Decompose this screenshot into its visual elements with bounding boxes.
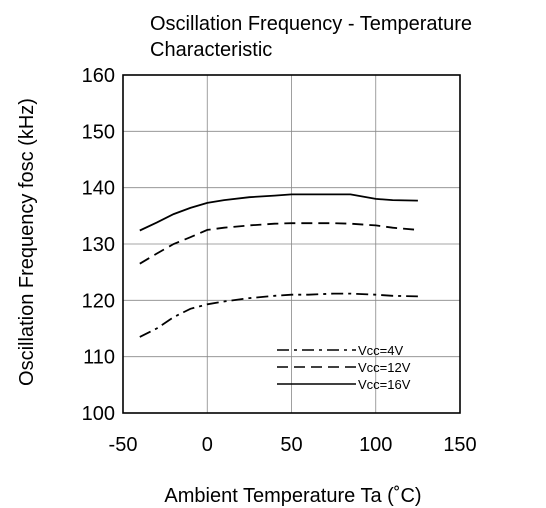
chart-title-line-1: Oscillation Frequency - Temperature (150, 13, 472, 35)
x-tick-label: 100 (359, 434, 392, 456)
y-tick-label: 120 (82, 290, 115, 312)
x-axis-label: Ambient Temperature Ta (˚C) (164, 485, 421, 507)
legend-label-1: Vcc=4V (358, 343, 403, 358)
legend-label-3: Vcc=16V (358, 377, 411, 392)
series-lines (139, 193, 418, 338)
legend-label-2: Vcc=12V (358, 360, 411, 375)
x-tick-labels: -50 0 50 100 150 (109, 434, 477, 456)
series-line-1 (139, 292, 418, 338)
y-tick-label: 110 (83, 347, 115, 369)
grid (123, 75, 460, 413)
legend: Vcc=4V Vcc=12V Vcc=16V (277, 343, 411, 392)
x-tick-label: -50 (109, 434, 138, 456)
x-tick-label: 0 (202, 434, 213, 456)
chart-title-line-2: Characteristic (150, 39, 272, 61)
x-tick-label: 50 (280, 434, 302, 456)
series-line-2 (139, 222, 418, 265)
series-line-3 (139, 193, 418, 232)
plot-frame (122, 74, 461, 414)
y-tick-label: 150 (82, 121, 115, 143)
x-tick-label: 150 (443, 434, 476, 456)
y-tick-label: 160 (82, 65, 115, 87)
y-tick-labels: 100 110 120 130 140 150 160 (82, 65, 115, 425)
y-tick-label: 100 (82, 403, 115, 425)
y-tick-label: 140 (82, 178, 115, 200)
y-axis-label: Oscillation Frequency fosc (kHz) (16, 98, 38, 386)
y-tick-label: 130 (82, 234, 115, 256)
